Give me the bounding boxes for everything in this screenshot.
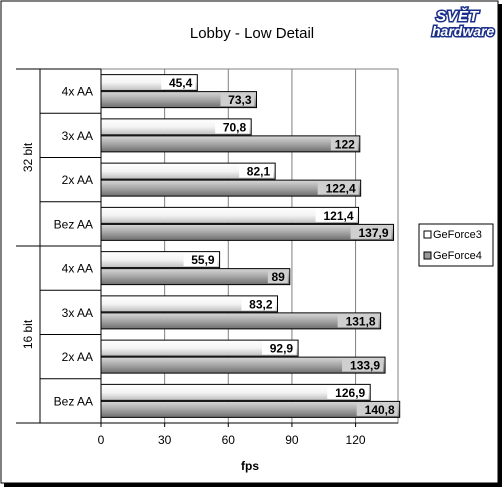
value-label-bg: [161, 76, 196, 90]
value-label-geforce3: 82,1: [247, 165, 271, 179]
value-label-geforce4: 140,8: [365, 403, 395, 417]
value-label-bg: [215, 120, 250, 134]
bar-geforce4: [100, 223, 395, 241]
value-label-geforce3: 121,4: [324, 209, 354, 223]
value-label-geforce3: 55,9: [191, 253, 215, 267]
value-label-geforce3: 70,8: [223, 120, 247, 134]
value-label-geforce3: 83,2: [249, 297, 273, 311]
value-label-geforce4: 122: [335, 137, 355, 151]
chart-title: Lobby - Low Detail: [190, 25, 314, 42]
value-label-bg: [342, 358, 384, 372]
legend-swatch-geforce3: [423, 230, 432, 239]
value-labels: 45,4 70,8 82,1 121,4 55,9 83,2 92,9 126,9 73,3 12…: [161, 76, 398, 417]
category-label: 3x AA: [62, 129, 93, 143]
bar-geforce4: [100, 135, 361, 153]
value-label-bg: [315, 208, 357, 222]
value-label-geforce4: 137,9: [359, 226, 389, 240]
value-label-bg: [267, 270, 288, 284]
x-tick-label: 60: [222, 433, 236, 447]
value-label-geforce4: 73,3: [228, 93, 252, 107]
legend-label-geforce4: GeForce4: [433, 250, 482, 262]
axes: [16, 68, 398, 424]
value-label-bg: [239, 164, 274, 178]
category-label: 2x AA: [62, 350, 93, 364]
x-tick-label: 30: [158, 433, 172, 447]
value-label-geforce4: 133,9: [350, 359, 380, 373]
legend-swatch-geforce4: [423, 251, 432, 260]
x-tick-labels: 0 30 60 90 120: [98, 433, 366, 447]
value-label-bg: [327, 385, 369, 399]
group-label: 32 bit: [21, 142, 35, 172]
value-label-geforce4: 131,8: [346, 314, 376, 328]
logo-line2: hardware: [432, 23, 494, 39]
group-label: 16 bit: [21, 319, 35, 349]
value-label-bg: [350, 225, 392, 239]
x-tick-label: 90: [285, 433, 299, 447]
category-label: Bez AA: [54, 394, 93, 408]
bars: [100, 74, 401, 418]
legend-label-geforce3: GeForce3: [433, 229, 482, 241]
value-label-bg: [262, 341, 297, 355]
bar-geforce4: [100, 268, 291, 286]
category-label: 4x AA: [62, 85, 93, 99]
category-labels: 4x AA 3x AA 2x AA Bez AA 4x AA 3x AA 2x AA Bez …: [54, 85, 93, 409]
svet-hardware-logo: SVĚT hardware: [431, 6, 496, 41]
category-label: Bez AA: [54, 217, 93, 231]
value-label-bg: [317, 181, 359, 195]
x-axis-label: fps: [241, 459, 259, 473]
value-label-geforce4: 89: [271, 270, 285, 284]
value-label-bg: [356, 402, 398, 416]
category-label: 2x AA: [62, 173, 93, 187]
x-tick-label: 0: [98, 433, 105, 447]
value-label-bg: [241, 297, 276, 311]
logo-line1: SVĚT: [436, 7, 480, 25]
x-tick-label: 120: [346, 433, 366, 447]
category-label: 4x AA: [62, 262, 93, 276]
category-label: 3x AA: [62, 306, 93, 320]
value-label-geforce3: 92,9: [270, 342, 294, 356]
group-labels: 32 bit 16 bit: [21, 142, 35, 349]
value-label-geforce3: 45,4: [169, 76, 193, 90]
value-label-geforce3: 126,9: [335, 386, 365, 400]
legend: GeForce3 GeForce4: [418, 223, 494, 267]
value-label-bg: [337, 314, 379, 328]
value-label-bg: [183, 253, 218, 267]
value-label-bg: [330, 137, 358, 151]
bar-geforce4: [100, 400, 401, 418]
value-label-geforce4: 122,4: [326, 182, 356, 196]
value-label-bg: [220, 93, 255, 107]
